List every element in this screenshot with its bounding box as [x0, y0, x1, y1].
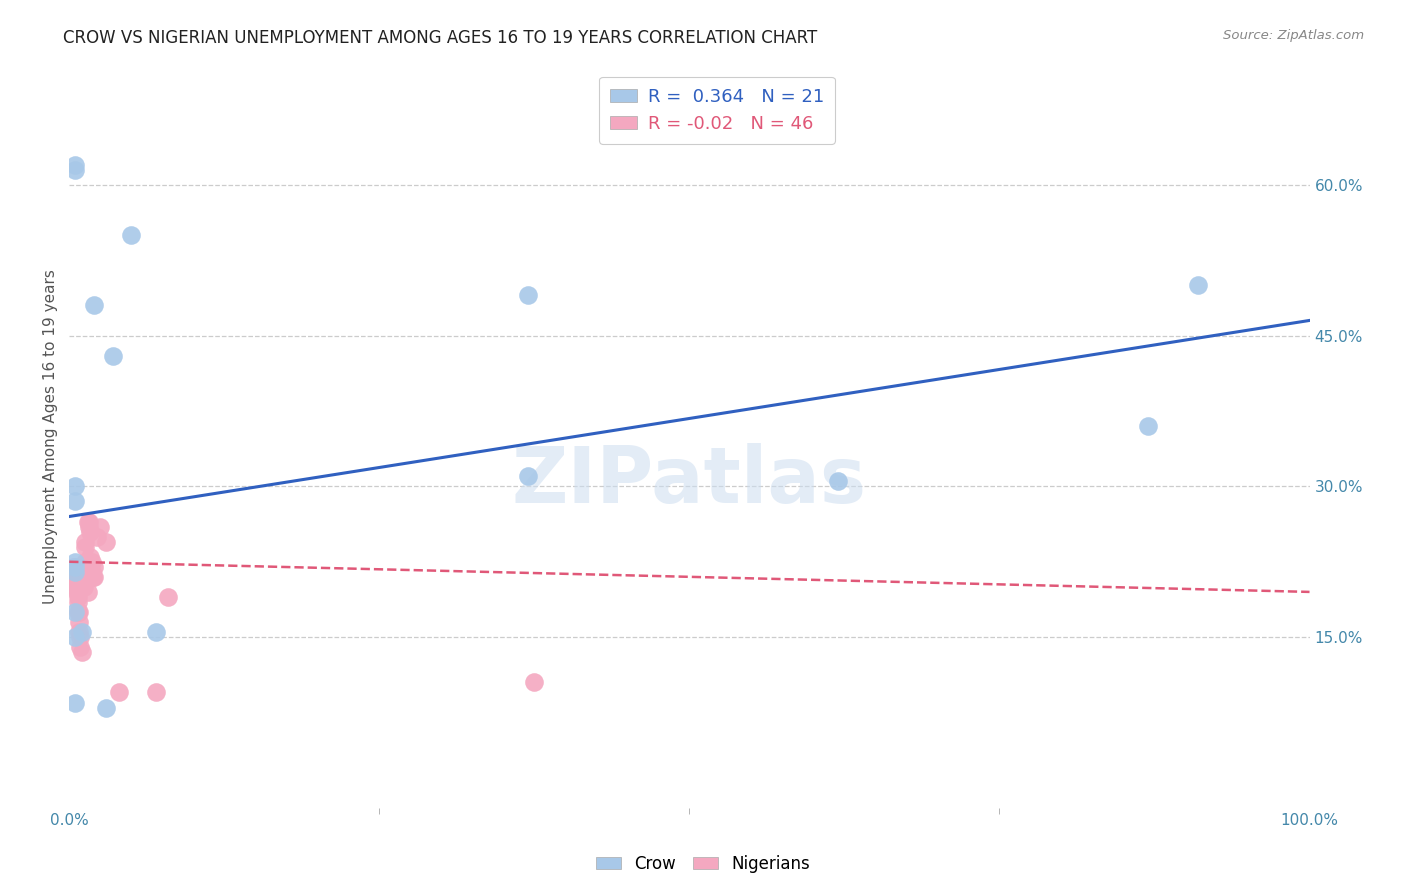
Point	[65, 570, 87, 584]
Point	[65, 555, 87, 569]
Point	[69, 640, 91, 655]
Point	[145, 625, 167, 640]
Point	[65, 559, 87, 574]
Point	[70, 625, 93, 640]
Point	[69, 630, 91, 644]
Point	[83, 570, 105, 584]
Point	[65, 158, 87, 172]
Point	[80, 565, 103, 579]
Point	[79, 524, 101, 539]
Point	[70, 565, 93, 579]
Point	[65, 630, 87, 644]
Point	[76, 585, 98, 599]
Point	[101, 349, 124, 363]
Point	[65, 559, 87, 574]
Point	[73, 580, 96, 594]
Point	[1137, 419, 1160, 434]
Point	[517, 288, 540, 302]
Point	[89, 519, 111, 533]
Point	[70, 559, 93, 574]
Point	[517, 469, 540, 483]
Point	[67, 625, 90, 640]
Point	[63, 574, 86, 589]
Point	[76, 515, 98, 529]
Point	[67, 615, 90, 629]
Legend: Crow, Nigerians: Crow, Nigerians	[589, 848, 817, 880]
Point	[96, 700, 118, 714]
Point	[1187, 278, 1209, 293]
Point	[82, 570, 104, 584]
Point	[77, 515, 100, 529]
Text: Source: ZipAtlas.com: Source: ZipAtlas.com	[1223, 29, 1364, 42]
Point	[65, 162, 87, 177]
Text: ZIPatlas: ZIPatlas	[512, 442, 868, 519]
Point	[65, 580, 87, 594]
Point	[83, 298, 105, 312]
Point	[77, 519, 100, 533]
Point	[65, 494, 87, 508]
Point	[66, 595, 89, 609]
Point	[73, 570, 96, 584]
Point	[70, 645, 93, 659]
Point	[76, 555, 98, 569]
Point	[75, 534, 97, 549]
Point	[80, 555, 103, 569]
Point	[79, 549, 101, 564]
Y-axis label: Unemployment Among Ages 16 to 19 years: Unemployment Among Ages 16 to 19 years	[44, 268, 58, 604]
Point	[145, 685, 167, 699]
Point	[62, 570, 84, 584]
Point	[63, 565, 86, 579]
Point	[86, 530, 108, 544]
Point	[66, 585, 89, 599]
Point	[65, 479, 87, 493]
Point	[157, 590, 180, 604]
Point	[83, 559, 105, 574]
Point	[96, 534, 118, 549]
Point	[75, 555, 97, 569]
Point	[66, 590, 89, 604]
Point	[62, 559, 84, 574]
Point	[523, 675, 546, 690]
Point	[108, 685, 131, 699]
Point	[65, 605, 87, 619]
Point	[67, 605, 90, 619]
Point	[120, 227, 142, 242]
Point	[65, 559, 87, 574]
Point	[62, 565, 84, 579]
Text: CROW VS NIGERIAN UNEMPLOYMENT AMONG AGES 16 TO 19 YEARS CORRELATION CHART: CROW VS NIGERIAN UNEMPLOYMENT AMONG AGES…	[63, 29, 817, 46]
Point	[75, 540, 97, 554]
Point	[65, 696, 87, 710]
Point	[66, 605, 89, 619]
Point	[65, 565, 87, 579]
Point	[66, 580, 89, 594]
Point	[827, 475, 849, 489]
Legend: R =  0.364   N = 21, R = -0.02   N = 46: R = 0.364 N = 21, R = -0.02 N = 46	[599, 77, 835, 144]
